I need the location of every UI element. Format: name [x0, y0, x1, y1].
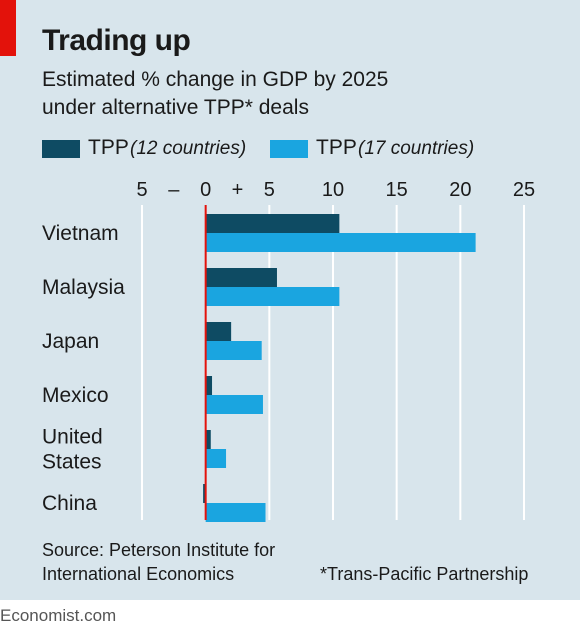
chart-panel: Trading up Estimated % change in GDP by …: [0, 0, 580, 600]
bar-0-series-1: [205, 233, 476, 252]
legend-note-tpp-12: (12 countries): [130, 138, 247, 159]
source-line-1: Source: Peterson Institute for: [42, 540, 276, 560]
bar-5-series-0: [203, 484, 206, 503]
bar-3-series-1: [205, 395, 263, 414]
bar-2-series-1: [205, 341, 262, 360]
category-label-4-0: United: [42, 426, 103, 449]
legend-swatch-tpp-17: [270, 140, 308, 158]
bar-chart: 5 0 5 10 15 20 25 – + Vietnam Malaysia Japan Mexico U…: [42, 179, 535, 522]
category-label-3-0: Mexico: [42, 384, 109, 407]
bar-1-series-1: [205, 287, 340, 306]
category-label-2-0: Japan: [42, 330, 99, 353]
tick-label-5: 20: [449, 179, 471, 201]
bars: [203, 205, 476, 522]
legend-note-tpp-17: (17 countries): [358, 138, 475, 159]
bar-0-series-0: [205, 214, 340, 233]
labels: 5 0 5 10 15 20 25 – + Vietnam Malaysia Japan Mexico U…: [42, 179, 535, 515]
bar-4-series-0: [205, 430, 211, 449]
tick-sign-plus: +: [232, 179, 244, 201]
gridlines: [141, 205, 525, 520]
footnote: *Trans-Pacific Partnership: [320, 564, 529, 584]
tick-label-2: 5: [264, 179, 275, 201]
credit: Economist.com: [0, 606, 117, 625]
chart-title: Trading up: [42, 24, 191, 57]
tick-label-6: 25: [513, 179, 535, 201]
tick-sign-minus: –: [168, 179, 180, 201]
source-line-2: International Economics: [42, 564, 235, 584]
bar-3-series-0: [205, 376, 213, 395]
tick-label-3: 10: [322, 179, 344, 201]
tick-label-1: 0: [200, 179, 211, 201]
category-label-1-0: Malaysia: [42, 276, 125, 299]
tick-label-4: 15: [386, 179, 408, 201]
red-tag: [0, 0, 16, 56]
bar-2-series-0: [205, 322, 232, 341]
chart-subtitle-line-1: Estimated % change in GDP by 2025: [42, 68, 389, 91]
category-label-0-0: Vietnam: [42, 222, 119, 245]
category-label-4-1: States: [42, 451, 102, 474]
bar-4-series-1: [205, 449, 227, 468]
bar-1-series-0: [205, 268, 277, 287]
legend-label-tpp-12: TPP: [88, 136, 129, 159]
chart-subtitle-line-2: under alternative TPP* deals: [42, 96, 309, 119]
bar-5-series-1: [205, 503, 266, 522]
legend-swatch-tpp-12: [42, 140, 80, 158]
legend-label-tpp-17: TPP: [316, 136, 357, 159]
tick-label-0: 5: [136, 179, 147, 201]
category-label-5-0: China: [42, 492, 97, 515]
